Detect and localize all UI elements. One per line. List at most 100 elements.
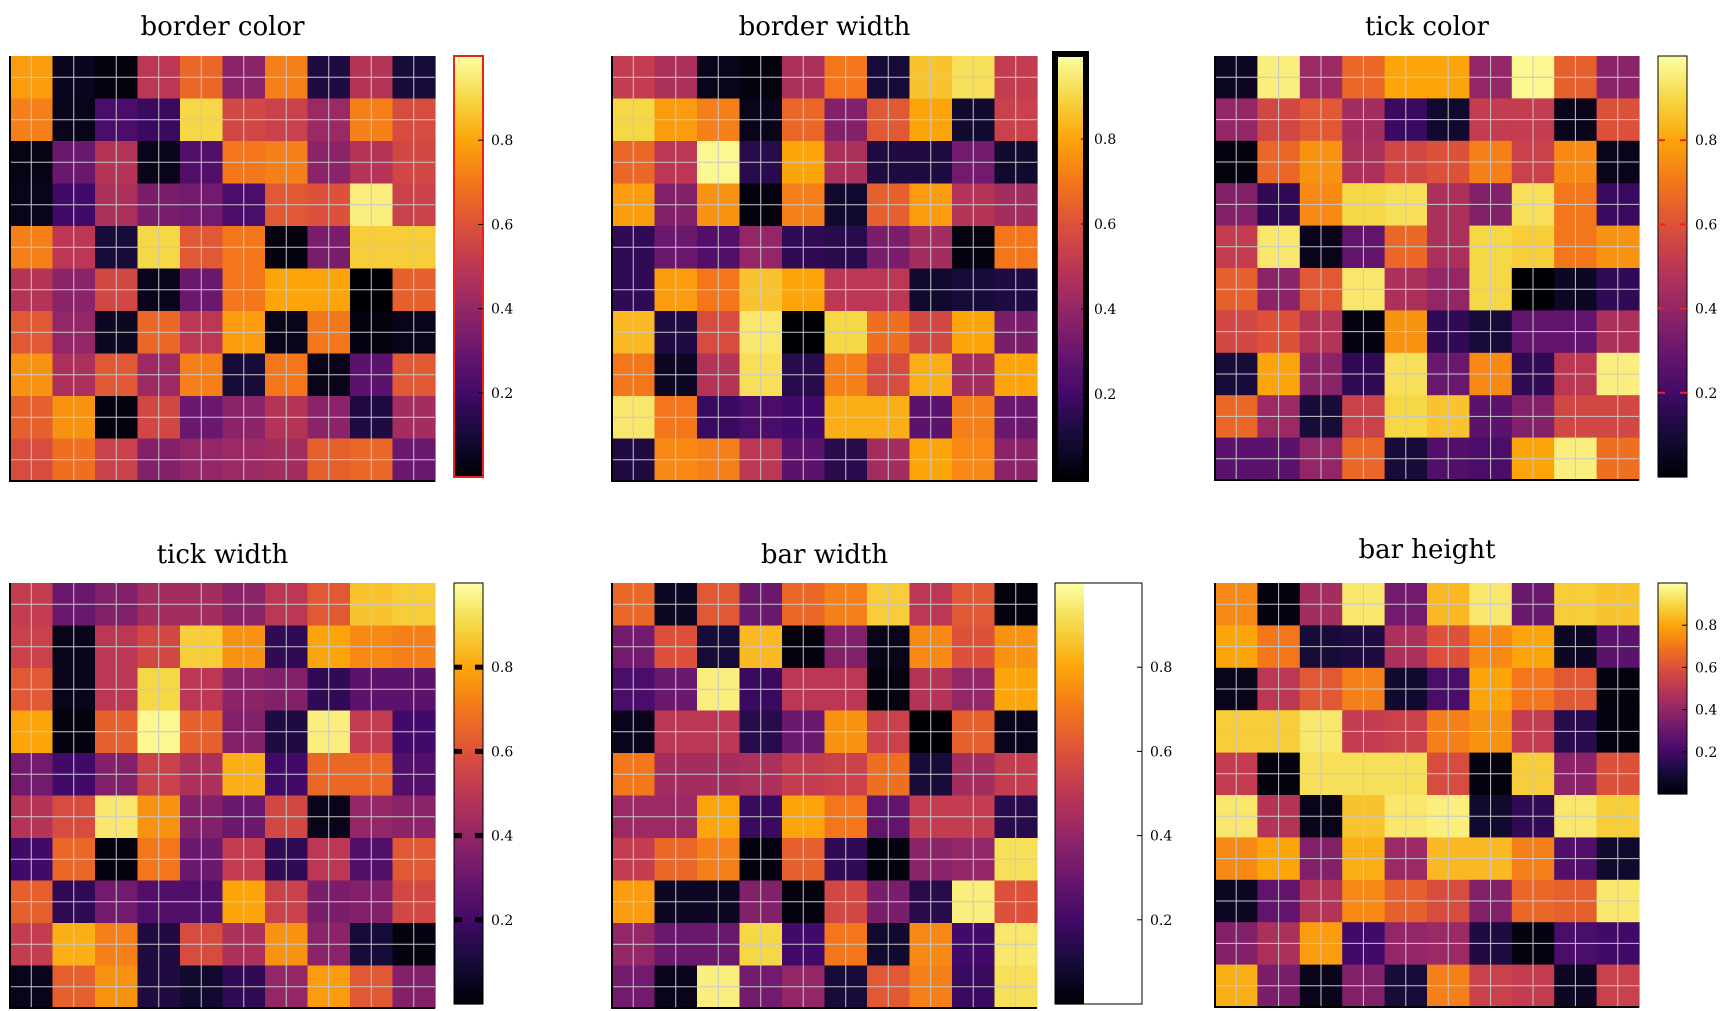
colorbar-gradient-step <box>1658 714 1687 718</box>
colorbar-gradient-step <box>1658 700 1687 704</box>
colorbar-gradient-step <box>454 986 483 991</box>
colorbar-gradient-step <box>1658 670 1687 674</box>
colorbar-gradient-step <box>1658 662 1687 665</box>
colorbar-gradient-step <box>454 765 483 770</box>
colorbar-gradient-step <box>1658 455 1687 461</box>
colorbar-gradient-step <box>1055 961 1084 967</box>
colorbar-gradient-step <box>454 298 483 303</box>
colorbar-gradient-step <box>1658 605 1687 609</box>
colorbar-gradient-step <box>1055 71 1086 76</box>
colorbar-gradient-step <box>1055 744 1084 749</box>
colorbar-gradient-step <box>1055 209 1086 214</box>
colorbar-gradient-step <box>454 340 483 345</box>
colorbar-gradient-step <box>454 238 483 243</box>
colorbar-gradient-step <box>1055 726 1084 731</box>
colorbar: 0.2 0.4 0.6 0.8 <box>1052 51 1116 482</box>
colorbar-gradient-step <box>1658 459 1687 464</box>
colorbar-gradient-step <box>1658 63 1687 68</box>
colorbar-gradient-step <box>1055 874 1084 879</box>
colorbar-gradient-step <box>1055 649 1084 654</box>
colorbar-gradient-step <box>454 898 483 903</box>
colorbar-gradient-step <box>454 656 483 661</box>
colorbar-gradient-step <box>1055 681 1084 686</box>
colorbar-gradient-step <box>1658 196 1687 201</box>
colorbar-gradient-step <box>1658 340 1687 345</box>
colorbar-gradient-step <box>454 284 483 289</box>
colorbar-gradient-step <box>454 737 483 742</box>
colorbar-gradient-step <box>1055 206 1086 211</box>
colorbar-gradient-step <box>1658 382 1687 387</box>
colorbar-gradient-step <box>1055 355 1086 360</box>
colorbar-gradient-step <box>1055 337 1086 342</box>
colorbar-gradient-step <box>454 782 483 788</box>
colorbar-gradient-step <box>1055 340 1086 346</box>
colorbar-gradient-step <box>1658 308 1687 313</box>
colorbar-gradient-step <box>1055 358 1086 363</box>
colorbar-gradient-step <box>1055 811 1084 816</box>
colorbar-gradient-step <box>454 751 483 756</box>
colorbar-gradient-step <box>1658 778 1687 781</box>
colorbar-gradient-step <box>1658 649 1687 653</box>
colorbar-gradient-step <box>1055 139 1086 144</box>
colorbar-gradient-step <box>454 143 483 148</box>
colorbar-gradient-step <box>1658 653 1687 656</box>
colorbar-gradient-step <box>1658 206 1687 211</box>
colorbar-gradient-step <box>1658 769 1687 772</box>
colorbar-gradient-step <box>454 210 483 215</box>
colorbar-gradient-step <box>1055 291 1086 296</box>
colorbar-gradient-step <box>454 473 483 478</box>
colorbar-gradient-step <box>454 926 483 931</box>
colorbar-gradient-step <box>1658 203 1687 208</box>
colorbar-gradient-step <box>1055 625 1084 630</box>
colorbar-gradient-step <box>454 842 483 847</box>
colorbar-gradient-step <box>454 972 483 977</box>
colorbar-gradient-step <box>1055 270 1086 275</box>
colorbar-tick-label: 0.8 <box>491 660 513 676</box>
colorbar-gradient-step <box>1658 315 1687 320</box>
colorbar-gradient-step <box>1658 602 1687 605</box>
colorbar-tick-label: 0.8 <box>1695 133 1717 149</box>
colorbar-gradient-step <box>454 884 483 889</box>
colorbar-gradient-step <box>1658 718 1687 721</box>
colorbar-gradient-step <box>454 248 483 254</box>
colorbar-gradient-step <box>1658 676 1687 679</box>
colorbar-gradient-step <box>1055 639 1084 644</box>
colorbar-gradient-step <box>1055 238 1086 243</box>
colorbar-gradient-step <box>1055 898 1084 903</box>
colorbar-gradient-step <box>454 916 483 921</box>
colorbar-gradient-step <box>1055 705 1084 710</box>
colorbar-gradient-step <box>1658 619 1687 623</box>
panel-title: bar height <box>1358 535 1496 565</box>
colorbar-gradient-step <box>454 733 483 738</box>
colorbar-gradient-step <box>454 628 483 633</box>
colorbar-gradient-step <box>454 856 483 861</box>
colorbar-gradient-step <box>1658 741 1687 744</box>
colorbar-gradient-step <box>1055 418 1086 423</box>
colorbar-gradient-step <box>1658 713 1687 716</box>
colorbar-gradient-step <box>1055 259 1086 264</box>
colorbar-gradient-step <box>1055 789 1084 795</box>
colorbar-gradient-step <box>1055 61 1086 66</box>
colorbar-gradient-step <box>1055 121 1086 126</box>
colorbar-gradient-step <box>1658 378 1687 383</box>
colorbar-gradient-step <box>1055 772 1084 777</box>
colorbar-gradient-step <box>1658 115 1687 120</box>
colorbar-gradient-step <box>1658 683 1687 686</box>
colorbar-gradient-step <box>1055 688 1084 693</box>
colorbar-gradient-step <box>1055 684 1084 689</box>
colorbar-gradient-step <box>454 119 483 124</box>
colorbar-gradient-step <box>1055 604 1084 609</box>
colorbar-gradient-step <box>1055 440 1086 445</box>
colorbar-gradient-step <box>454 129 483 134</box>
colorbar-gradient-step <box>1055 895 1084 900</box>
colorbar-gradient-step <box>454 378 483 383</box>
colorbar-gradient-step <box>1658 220 1687 225</box>
colorbar-gradient-step <box>1658 658 1687 661</box>
colorbar-gradient-step <box>454 825 483 830</box>
colorbar-gradient-step <box>1055 702 1084 707</box>
colorbar-gradient-step <box>454 768 483 774</box>
colorbar-gradient-step <box>454 684 483 689</box>
colorbar-gradient-step <box>1658 185 1687 190</box>
colorbar-gradient-step <box>1055 131 1086 137</box>
colorbar-gradient-step <box>454 66 483 71</box>
